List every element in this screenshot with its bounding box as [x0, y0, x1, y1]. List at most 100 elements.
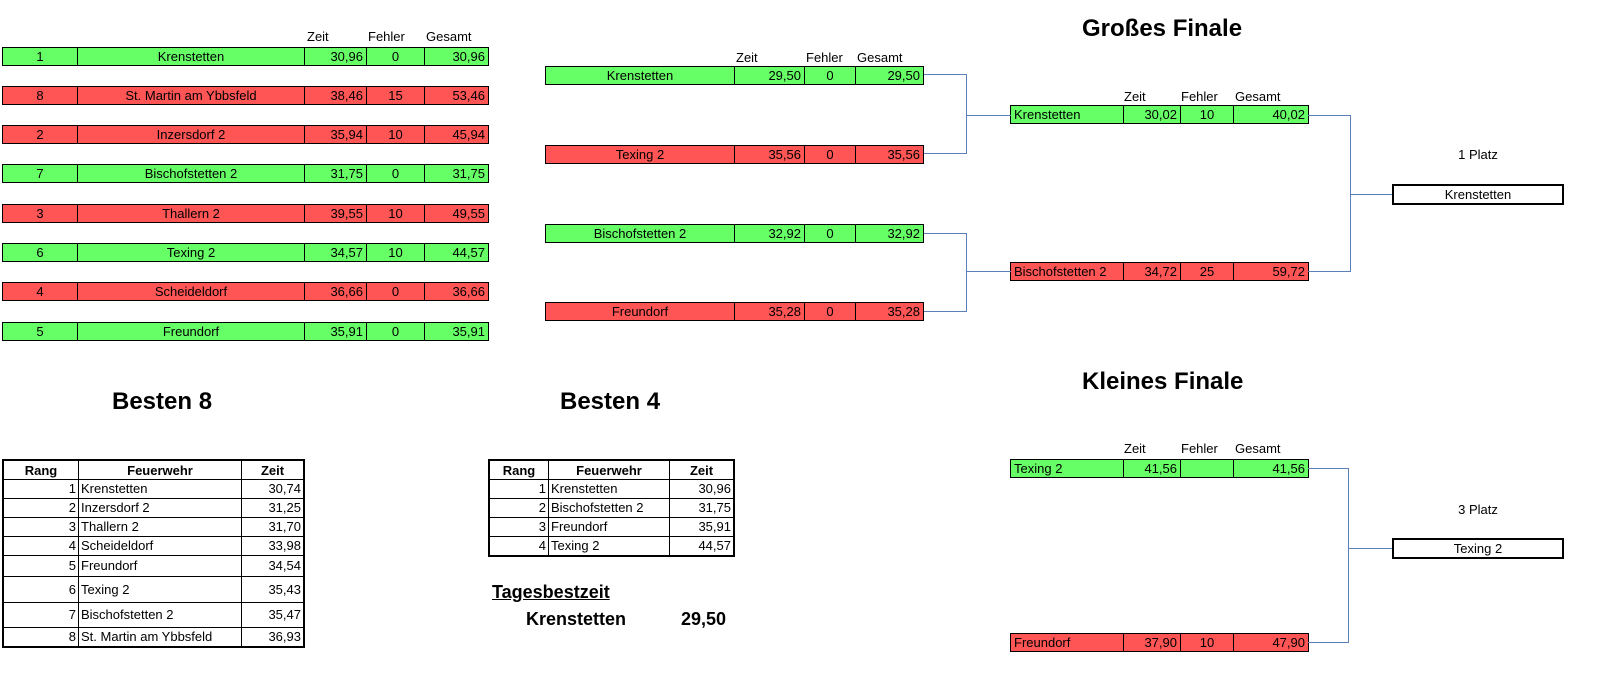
- fehler-cell: 10: [367, 205, 425, 222]
- team-cell: Inzersdorf 2: [78, 126, 305, 143]
- team-cell: Freundorf: [546, 303, 735, 320]
- zeit-cell: 34,72: [1124, 263, 1181, 280]
- feuerwehr-cell: St. Martin am Ybbsfeld: [78, 627, 242, 648]
- zeit-header: Zeit: [307, 29, 329, 44]
- rang-cell: 2: [2, 498, 79, 518]
- team-cell: Thallern 2: [78, 205, 305, 222]
- table-row: 5 Freundorf 34,54: [2, 555, 305, 577]
- zeit-header: Zeit: [736, 50, 758, 65]
- connector-line: [924, 311, 967, 312]
- seed-cell: 8: [3, 87, 78, 104]
- besten8-title: Besten 8: [112, 388, 213, 415]
- table-row: 4 Scheideldorf 33,98: [2, 536, 305, 556]
- semi-row: Texing 2 35,56 0 35,56: [545, 145, 924, 164]
- gesamt-cell: 44,57: [452, 245, 485, 260]
- gesamt-cell: 53,46: [452, 88, 485, 103]
- zeit-cell: 39,55: [305, 205, 367, 222]
- rang-cell: 2: [488, 498, 549, 518]
- team-cell: Freundorf: [78, 323, 305, 340]
- connector-line: [1308, 271, 1351, 272]
- fehler-header: Fehler: [1181, 89, 1218, 104]
- connector-line: [1348, 548, 1392, 549]
- gesamt-cell: 35,28: [887, 304, 920, 319]
- semi-row: Freundorf 35,28 0 35,28: [545, 302, 924, 321]
- team-cell: Krenstetten: [546, 67, 735, 84]
- third-place-box: Texing 2: [1392, 538, 1564, 559]
- team-cell: Texing 2: [78, 244, 305, 261]
- rang-cell: 3: [2, 517, 79, 537]
- zeit-cell: 30,02: [1124, 106, 1181, 123]
- fehler-cell: 10: [367, 126, 425, 143]
- feuerwehr-cell: Texing 2: [548, 536, 670, 557]
- table-row: 1 Krenstetten 30,74: [2, 479, 305, 499]
- round1-row: 1 Krenstetten 30,96 0 30,96: [2, 47, 489, 66]
- gesamt-cell: 31,75: [452, 166, 485, 181]
- feuerwehr-header: Feuerwehr: [78, 459, 242, 480]
- table-row: 3 Freundorf 35,91: [488, 517, 735, 537]
- zeit-cell: 30,96: [669, 479, 735, 499]
- gesamt-cell: 35,56: [887, 147, 920, 162]
- table-row: 2 Inzersdorf 2 31,25: [2, 498, 305, 518]
- gesamt-cell: 49,55: [452, 206, 485, 221]
- gesamt-cell: 29,50: [887, 68, 920, 83]
- rang-header: Rang: [2, 459, 79, 480]
- zeit-cell: 30,74: [241, 479, 305, 499]
- gesamt-cell: 36,66: [452, 284, 485, 299]
- seed-cell: 3: [3, 205, 78, 222]
- zeit-cell: 34,57: [305, 244, 367, 261]
- grosses-finale-title: Großes Finale: [1082, 15, 1243, 42]
- zeit-cell: 44,57: [669, 536, 735, 557]
- zeit-cell: 31,75: [305, 165, 367, 182]
- zeit-cell: 30,96: [305, 48, 367, 65]
- fehler-cell: 15: [367, 87, 425, 104]
- table-row: 7 Bischofstetten 2 35,47: [2, 602, 305, 628]
- gesamt-cell: 45,94: [452, 127, 485, 142]
- final-row: Texing 2 41,56 41,56: [1010, 459, 1309, 478]
- round1-row: 8 St. Martin am Ybbsfeld 38,46 15 53,46: [2, 86, 489, 105]
- fehler-cell: 0: [367, 165, 425, 182]
- semi-row: Bischofstetten 2 32,92 0 32,92: [545, 224, 924, 243]
- gesamt-header: Gesamt: [1235, 441, 1281, 456]
- besten4-table: Rang Feuerwehr Zeit 1 Krenstetten 30,96 2 Bi…: [488, 459, 735, 557]
- zeit-cell: 29,50: [735, 67, 805, 84]
- connector-line: [1348, 468, 1349, 643]
- fehler-cell: 0: [805, 303, 856, 320]
- table-row: 6 Texing 2 35,43: [2, 576, 305, 603]
- fehler-header: Fehler: [368, 29, 405, 44]
- seed-cell: 6: [3, 244, 78, 261]
- round1-row: 6 Texing 2 34,57 10 44,57: [2, 243, 489, 262]
- gesamt-cell: 32,92: [887, 226, 920, 241]
- gesamt-cell: 59,72: [1272, 264, 1305, 279]
- besten4-title: Besten 4: [560, 388, 661, 415]
- gesamt-header: Gesamt: [426, 29, 472, 44]
- kleines-finale-title: Kleines Finale: [1082, 368, 1244, 395]
- gesamt-cell: 30,96: [452, 49, 485, 64]
- semi-row: Krenstetten 29,50 0 29,50: [545, 66, 924, 85]
- zeit-header: Zeit: [1124, 89, 1146, 104]
- zeit-cell: 38,46: [305, 87, 367, 104]
- final-row: Freundorf 37,90 10 47,90: [1010, 633, 1309, 652]
- first-place-label: 1 Platz: [1458, 147, 1498, 162]
- team-cell: Krenstetten: [78, 48, 305, 65]
- team-cell: St. Martin am Ybbsfeld: [78, 87, 305, 104]
- zeit-cell: 35,47: [241, 602, 305, 628]
- fehler-cell: 0: [367, 323, 425, 340]
- third-place-team: Texing 2: [1453, 541, 1503, 556]
- fehler-cell: 0: [805, 67, 856, 84]
- zeit-cell: 36,66: [305, 283, 367, 300]
- table-row: 1 Krenstetten 30,96: [488, 479, 735, 499]
- zeit-cell: 31,75: [669, 498, 735, 518]
- team-cell: Bischofstetten 2: [546, 225, 735, 242]
- rang-cell: 5: [2, 555, 79, 577]
- zeit-header: Zeit: [241, 459, 305, 480]
- zeit-cell: 35,43: [241, 576, 305, 603]
- table-header-row: Rang Feuerwehr Zeit: [488, 459, 735, 480]
- zeit-header: Zeit: [669, 459, 735, 480]
- table-row: 3 Thallern 2 31,70: [2, 517, 305, 537]
- connector-line: [1308, 642, 1349, 643]
- feuerwehr-cell: Texing 2: [78, 576, 242, 603]
- feuerwehr-cell: Freundorf: [78, 555, 242, 577]
- gesamt-cell: 47,90: [1272, 635, 1305, 650]
- table-row: 2 Bischofstetten 2 31,75: [488, 498, 735, 518]
- rang-cell: 8: [2, 627, 79, 648]
